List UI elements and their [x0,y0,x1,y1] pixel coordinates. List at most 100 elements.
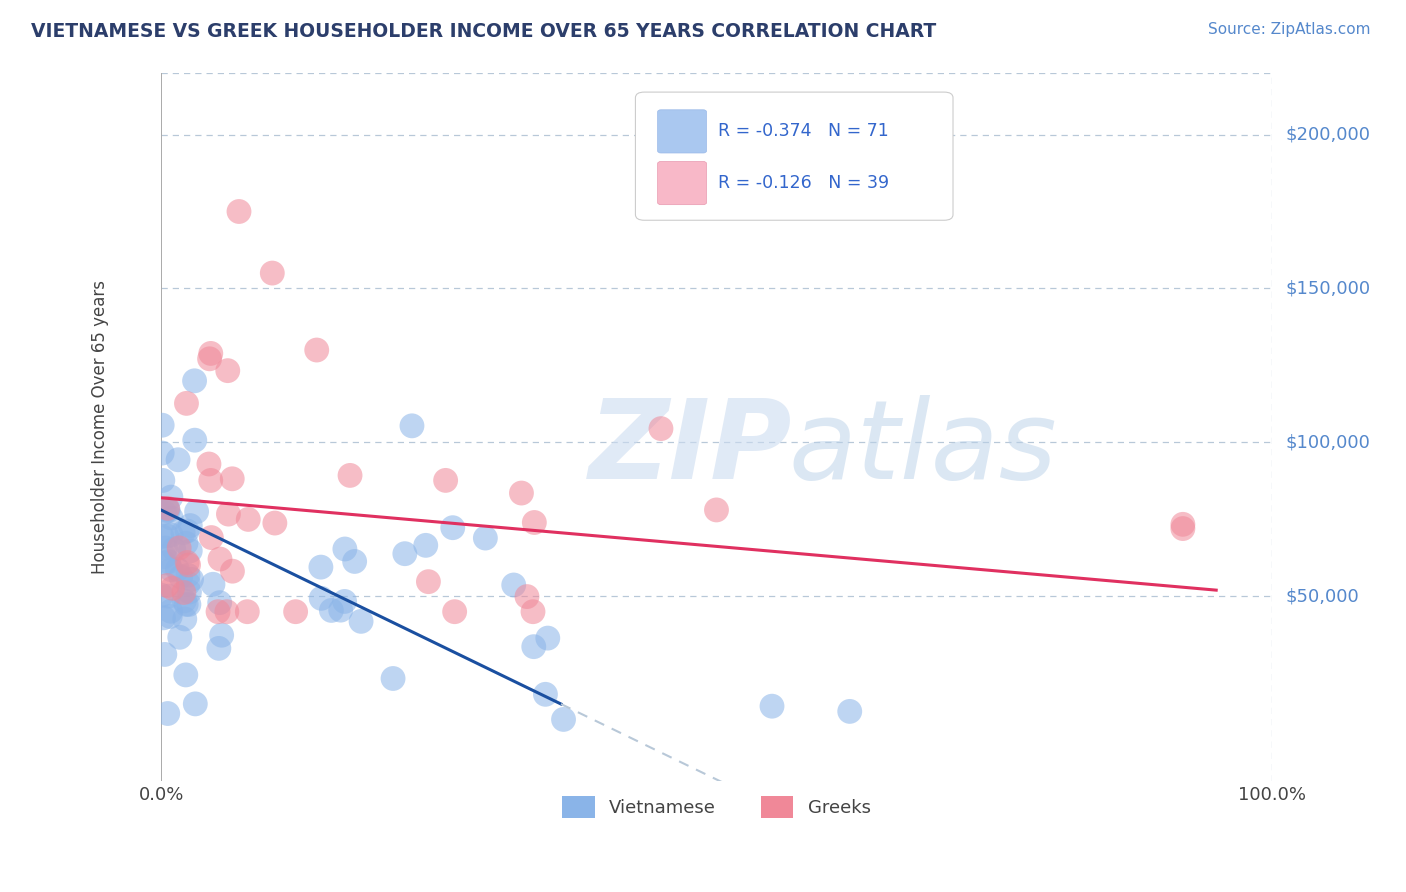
Point [174,668,197,682]
Point [510,486,533,500]
Point [263,516,285,530]
Point [179,518,201,533]
Point [236,605,259,619]
Point [172,525,194,540]
Point [200,531,222,545]
Point [150,588,173,602]
Point [150,418,173,433]
FancyBboxPatch shape [658,161,706,204]
Point [534,687,557,701]
FancyBboxPatch shape [636,92,953,220]
Point [180,572,202,586]
Text: Householder Income Over 65 years: Householder Income Over 65 years [91,280,110,574]
Point [159,604,181,618]
Text: $150,000: $150,000 [1285,279,1371,297]
Legend: Vietnamese, Greeks: Vietnamese, Greeks [555,789,879,825]
Point [474,531,496,545]
Point [160,528,183,542]
Point [382,672,405,686]
Point [152,474,174,488]
FancyBboxPatch shape [658,110,706,153]
Point [502,578,524,592]
Point [418,574,440,589]
Point [305,343,328,357]
Point [173,612,195,626]
Point [415,538,437,552]
Point [153,648,176,662]
Point [516,590,538,604]
Point [160,490,183,504]
Text: atlas: atlas [789,395,1057,501]
Point [228,204,250,219]
Point [329,603,352,617]
Point [262,266,284,280]
Point [838,705,860,719]
Point [153,505,176,519]
Point [211,628,233,642]
Point [176,524,198,538]
Point [1171,517,1194,532]
Point [173,585,195,599]
Point [434,474,457,488]
Point [150,446,173,460]
Point [198,457,221,471]
Point [177,598,200,612]
Point [200,474,222,488]
Point [215,605,238,619]
Point [217,364,239,378]
Point [221,564,243,578]
Point [394,547,416,561]
Point [159,609,181,624]
Point [208,596,231,610]
Text: $200,000: $200,000 [1285,126,1369,144]
Point [176,556,198,570]
Text: R = -0.374   N = 71: R = -0.374 N = 71 [717,122,889,140]
Point [150,530,173,544]
Point [163,541,186,556]
Point [177,558,200,572]
Point [339,468,361,483]
Point [156,502,179,516]
Text: ZIP: ZIP [589,395,793,501]
Point [156,578,179,592]
Point [221,472,243,486]
Point [176,396,198,410]
Point [343,554,366,568]
Point [350,615,373,629]
Text: R = -0.126   N = 39: R = -0.126 N = 39 [717,174,889,192]
Point [650,422,672,436]
Point [157,589,180,603]
Point [153,556,176,570]
Point [174,536,197,550]
Point [174,598,197,612]
Text: Source: ZipAtlas.com: Source: ZipAtlas.com [1208,22,1371,37]
Point [1171,522,1194,536]
Point [179,585,201,599]
Point [761,699,783,714]
Point [522,605,544,619]
Point [706,503,728,517]
Text: $50,000: $50,000 [1285,587,1358,606]
Point [309,560,332,574]
Point [443,605,465,619]
Point [170,570,193,584]
Point [537,631,560,645]
Point [186,504,208,518]
Point [284,605,307,619]
Point [155,541,177,555]
Text: $100,000: $100,000 [1285,434,1369,451]
Point [167,452,190,467]
Point [156,501,179,516]
Point [160,511,183,525]
Point [333,594,356,608]
Point [157,555,180,569]
Point [309,591,332,606]
Point [217,507,239,521]
Point [162,581,184,595]
Point [177,576,200,591]
Point [156,529,179,543]
Text: VIETNAMESE VS GREEK HOUSEHOLDER INCOME OVER 65 YEARS CORRELATION CHART: VIETNAMESE VS GREEK HOUSEHOLDER INCOME O… [31,22,936,41]
Point [173,594,195,608]
Point [523,516,546,530]
Point [184,433,207,447]
